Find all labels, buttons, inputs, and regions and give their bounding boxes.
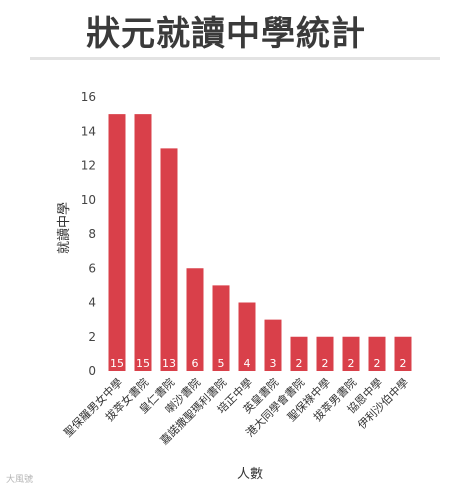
bar-value-label: 3 <box>270 357 277 370</box>
bar <box>238 302 256 371</box>
x-axis-label: 人數 <box>237 467 263 482</box>
bar <box>394 336 412 371</box>
bar-value-label: 4 <box>244 357 251 370</box>
bar-value-label: 2 <box>322 357 329 370</box>
watermark: 大風號 <box>6 475 34 485</box>
bar <box>186 268 204 371</box>
bars <box>108 114 412 371</box>
bar <box>290 336 308 371</box>
y-tick-label: 14 <box>81 124 96 138</box>
bar-value-label: 2 <box>400 357 407 370</box>
y-tick-label: 2 <box>88 330 96 344</box>
bar-value-label: 15 <box>110 357 124 370</box>
bar <box>316 336 334 371</box>
bar-value-label: 5 <box>218 357 225 370</box>
y-tick-label: 4 <box>88 296 96 310</box>
bar-value-label: 6 <box>192 357 199 370</box>
bar <box>108 114 126 371</box>
bar-value-label: 13 <box>162 357 176 370</box>
bar <box>134 114 152 371</box>
chart-title: 狀元就讀中學統計 <box>86 14 366 54</box>
bar <box>212 285 230 371</box>
y-tick-label: 0 <box>88 364 96 378</box>
bar-value-labels: 15 15 13 6 5 4 3 2 2 2 2 2 <box>110 357 407 370</box>
x-axis: 聖保羅男女中學拔萃女書院皇仁書院喇沙書院嘉諾撒聖瑪利書院培正中學英皇書院港大同學… <box>61 375 411 447</box>
y-axis-label: 就讀中學 <box>57 202 72 254</box>
y-tick-label: 6 <box>88 261 96 275</box>
title-divider <box>30 57 440 60</box>
bar-value-label: 2 <box>348 357 355 370</box>
bar <box>160 148 178 371</box>
bar <box>264 319 282 371</box>
bar-value-label: 2 <box>296 357 303 370</box>
bar <box>368 336 386 371</box>
y-tick-label: 8 <box>88 227 96 241</box>
bar <box>342 336 360 371</box>
bar-value-label: 15 <box>136 357 150 370</box>
y-tick-label: 10 <box>81 193 96 207</box>
y-tick-label: 12 <box>81 159 96 173</box>
y-tick-label: 16 <box>81 90 96 104</box>
y-axis: 0 2 4 6 8 10 12 14 16 <box>81 90 96 378</box>
bar-value-label: 2 <box>374 357 381 370</box>
